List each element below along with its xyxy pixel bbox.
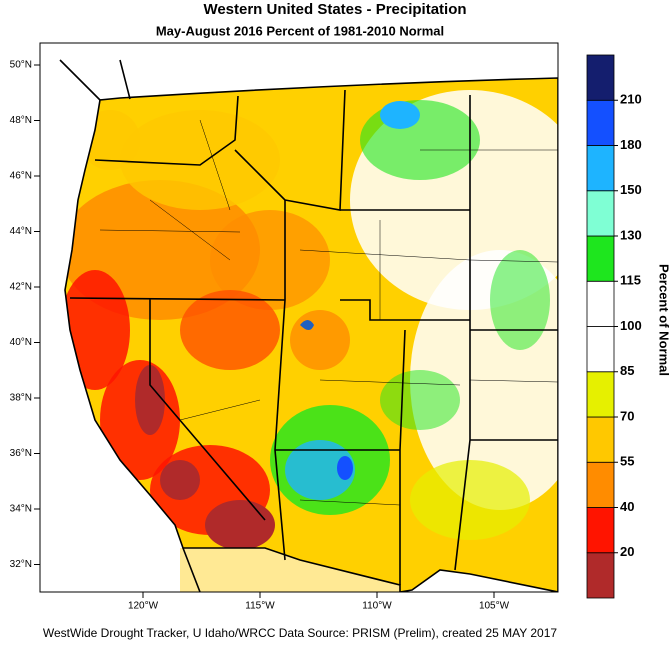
legend-tick-label: 55 bbox=[620, 454, 634, 469]
lon-label: 105°W bbox=[479, 601, 510, 612]
lat-label: 46°N bbox=[10, 171, 32, 182]
lat-label: 42°N bbox=[10, 282, 32, 293]
legend-tick-label: 210 bbox=[620, 92, 642, 107]
legend-tick-label: 115 bbox=[620, 273, 641, 288]
legend-tick-label: 150 bbox=[620, 182, 642, 197]
legend-tick-label: 180 bbox=[620, 137, 642, 152]
lon-label: 115°W bbox=[245, 601, 275, 612]
legend-swatch bbox=[586, 190, 615, 237]
legend-swatch bbox=[586, 54, 615, 101]
lat-label: 32°N bbox=[10, 559, 32, 570]
title: Western United States - Precipitation bbox=[203, 1, 466, 18]
legend-swatch bbox=[586, 507, 615, 554]
lat-label: 40°N bbox=[10, 337, 32, 348]
subtitle: May-August 2016 Percent of 1981-2010 Nor… bbox=[156, 23, 444, 38]
legend-swatch bbox=[586, 371, 615, 418]
lat-label: 34°N bbox=[10, 504, 32, 515]
legend-swatch bbox=[586, 235, 615, 282]
map-frame bbox=[39, 42, 559, 593]
legend-tick-label: 70 bbox=[620, 408, 634, 423]
legend-swatch bbox=[586, 461, 615, 508]
legend-swatch bbox=[586, 99, 615, 146]
map bbox=[40, 43, 558, 592]
footer: WestWide Drought Tracker, U Idaho/WRCC D… bbox=[43, 626, 558, 640]
lat-label: 36°N bbox=[10, 448, 32, 459]
legend-tick-label: 85 bbox=[620, 363, 634, 378]
legend-swatch bbox=[586, 145, 615, 192]
lat-label: 48°N bbox=[10, 115, 32, 126]
lon-label: 110°W bbox=[362, 601, 392, 612]
legend-swatch bbox=[586, 280, 615, 327]
legend-title: Percent of Normal bbox=[657, 264, 670, 376]
lon-label: 120°W bbox=[128, 601, 159, 612]
lat-label: 38°N bbox=[10, 393, 32, 404]
legend-tick-label: 100 bbox=[620, 318, 642, 333]
lat-label: 44°N bbox=[10, 226, 32, 237]
legend-swatch bbox=[586, 416, 615, 463]
legend-swatch bbox=[586, 552, 615, 599]
legend-tick-label: 40 bbox=[620, 499, 634, 514]
legend-tick-label: 130 bbox=[620, 227, 642, 242]
legend-tick-label: 20 bbox=[620, 544, 634, 559]
legend-swatch bbox=[586, 326, 615, 373]
lat-label: 50°N bbox=[10, 60, 32, 71]
